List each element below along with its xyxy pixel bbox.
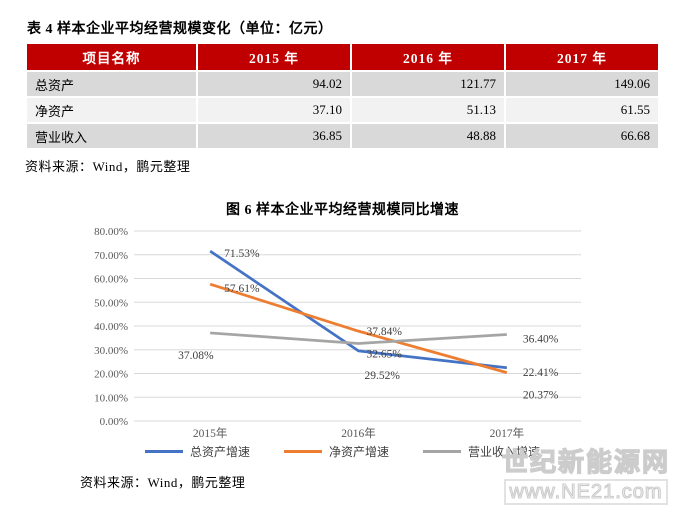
data-label: 36.40% bbox=[522, 334, 558, 346]
x-tick-label: 2016年 bbox=[341, 426, 376, 440]
y-tick-label: 10.00% bbox=[94, 392, 128, 404]
chart-title: 图 6 样本企业平均经营规模同比增速 bbox=[226, 203, 459, 218]
col-header-2015: 2015 年 bbox=[195, 44, 352, 71]
legend-item-net-assets: 净资产增速 bbox=[283, 443, 389, 460]
row-label: 净资产 bbox=[25, 96, 198, 124]
cell-value: 149.06 bbox=[503, 70, 661, 98]
legend-item-revenue: 营业收入增速 bbox=[423, 443, 540, 460]
x-tick-label: 2015年 bbox=[192, 426, 227, 440]
y-tick-label: 0.00% bbox=[99, 416, 127, 428]
watermark-site-name: 世纪新能源网 bbox=[501, 447, 670, 478]
series-line-0 bbox=[208, 249, 507, 370]
y-tick-label: 70.00% bbox=[94, 250, 128, 262]
data-label: 37.84% bbox=[366, 326, 402, 338]
data-label: 22.41% bbox=[522, 367, 558, 379]
table-row: 净资产 37.10 51.13 61.55 bbox=[25, 96, 661, 124]
chart-source: 资料来源：Wind，鹏元整理 bbox=[80, 475, 246, 490]
chart-legend: 总资产增速 净资产增速 营业收入增速 bbox=[25, 443, 660, 460]
data-label: 32.65% bbox=[366, 348, 402, 360]
series-line-2 bbox=[209, 331, 507, 345]
legend-swatch-icon bbox=[144, 450, 183, 453]
legend-swatch-icon bbox=[423, 450, 461, 453]
cell-value: 94.02 bbox=[195, 70, 352, 98]
cell-value: 48.88 bbox=[349, 122, 506, 150]
y-tick-label: 40.00% bbox=[94, 321, 128, 333]
table-header-row: 项目名称 2015 年 2016 年 2017 年 bbox=[25, 44, 661, 71]
watermark: 世纪新能源网 www.NE21.com bbox=[501, 447, 670, 505]
data-table: 项目名称 2015 年 2016 年 2017 年 总资产 94.02 121.… bbox=[25, 44, 661, 150]
y-tick-label: 30.00% bbox=[94, 345, 128, 357]
legend-swatch-icon bbox=[283, 450, 322, 453]
cell-value: 37.10 bbox=[195, 96, 352, 124]
chart-section: 图 6 样本企业平均经营规模同比增速 0.00% 10.00% 20.00% 30.0… bbox=[25, 199, 660, 491]
line-chart: 0.00% 10.00% 20.00% 30.00% 40.00% 50.00% 60.00… bbox=[94, 226, 581, 440]
data-label: 57.61% bbox=[224, 283, 260, 295]
table-source: 资料来源：Wind，鹏元整理 bbox=[25, 159, 191, 174]
cell-value: 121.77 bbox=[349, 70, 506, 98]
table-row: 营业收入 36.85 48.88 66.68 bbox=[25, 122, 661, 150]
legend-item-total-assets: 总资产增速 bbox=[144, 443, 250, 460]
y-tick-label: 60.00% bbox=[94, 274, 128, 286]
x-tick-label: 2017年 bbox=[489, 426, 524, 440]
watermark-url: www.NE21.com bbox=[504, 479, 668, 505]
cell-value: 36.85 bbox=[195, 122, 352, 150]
col-header-2016: 2016 年 bbox=[349, 44, 506, 71]
cell-value: 66.68 bbox=[503, 122, 661, 150]
y-tick-label: 50.00% bbox=[94, 297, 128, 309]
legend-label: 营业收入增速 bbox=[468, 445, 541, 459]
col-header-2017: 2017 年 bbox=[503, 44, 661, 71]
row-label: 总资产 bbox=[25, 70, 198, 98]
data-label: 20.37% bbox=[522, 390, 558, 402]
col-header-item-name: 项目名称 bbox=[25, 44, 198, 71]
cell-value: 61.55 bbox=[503, 96, 661, 124]
series-line-1 bbox=[209, 282, 507, 374]
row-label: 营业收入 bbox=[25, 122, 198, 150]
cell-value: 51.13 bbox=[349, 96, 506, 124]
data-label: 37.08% bbox=[178, 350, 214, 362]
table-row: 总资产 94.02 121.77 149.06 bbox=[25, 70, 661, 98]
table-title: 表 4 样本企业平均经营规模变化（单位：亿元） bbox=[27, 22, 333, 37]
legend-label: 净资产增速 bbox=[328, 445, 389, 459]
legend-label: 总资产增速 bbox=[189, 445, 250, 459]
table-section: 表 4 样本企业平均经营规模变化（单位：亿元） 项目名称 2015 年 2016… bbox=[25, 18, 661, 175]
y-tick-label: 20.00% bbox=[94, 369, 128, 381]
y-tick-label: 80.00% bbox=[94, 226, 128, 238]
data-label: 71.53% bbox=[224, 248, 260, 260]
data-label: 29.52% bbox=[364, 370, 400, 382]
